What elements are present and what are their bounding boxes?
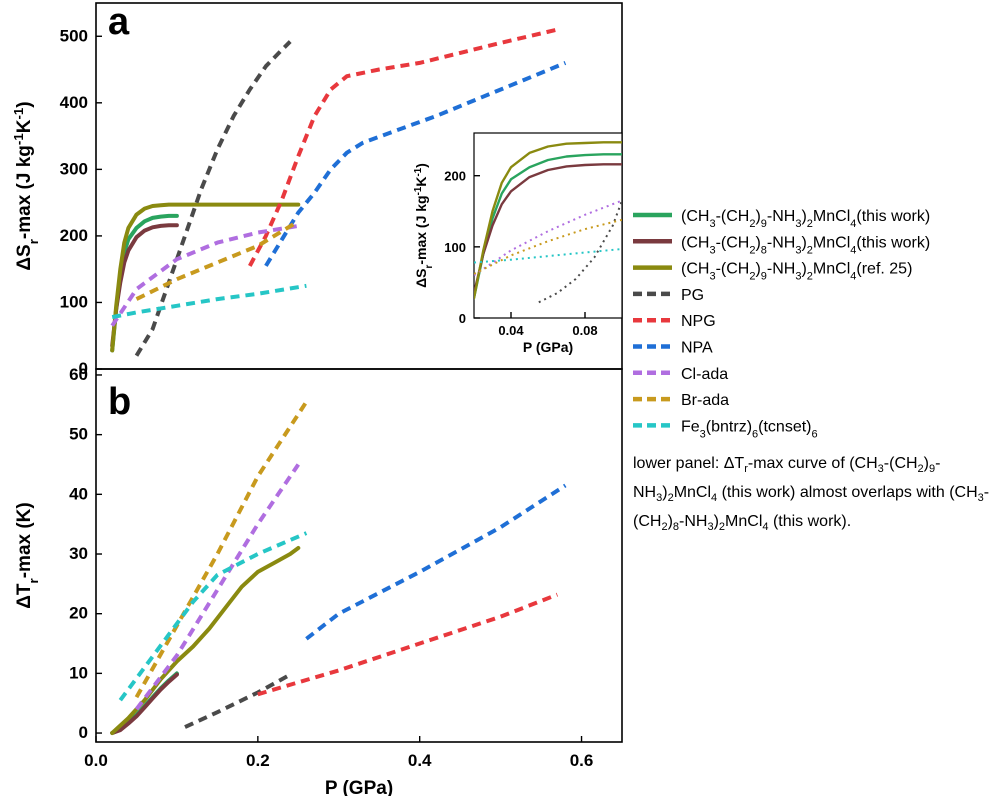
panel-b: 0 10 20 30 40 50 60 0.0 0.2 0.4 0.6 ΔTr-max (K) P (G…: [14, 365, 623, 796]
y-tick-label: 100: [60, 292, 88, 311]
legend-label: PG: [681, 287, 704, 304]
series-line-cl-ada: [110, 223, 299, 327]
y-tick-label: 30: [69, 544, 88, 563]
panel-label-a: a: [108, 1, 130, 43]
series-line-npg: [257, 592, 559, 697]
y-tick-label: 60: [69, 365, 88, 384]
series-line-ch3-ch2-8-nh3-2mncl4-this-work: [474, 163, 622, 295]
y-tick-label: 10: [69, 663, 88, 682]
series-line-fe3-bntrz-6-tcnset-6: [111, 283, 307, 320]
series-line-npa: [305, 483, 567, 641]
x-tick-label: 0.08: [572, 323, 597, 338]
series-line-ch3-ch2-9-nh3-2mncl4-ref-25: [110, 202, 301, 353]
y-tick-label: 400: [60, 93, 88, 112]
x-axis-label: P (GPa): [523, 339, 573, 355]
inset-panel: 0 100 200 0.04 0.08 ΔSr-max (J kg-1K-1) P (GPa…: [413, 132, 623, 355]
series-line-ch3-ch2-9-nh3-2mncl4-ref-25: [474, 141, 622, 300]
y-tick-label: 40: [69, 484, 88, 503]
x-tick-label: 0.2: [246, 751, 270, 770]
x-tick-label: 0.6: [570, 751, 594, 770]
plot-frame: [95, 368, 623, 743]
y-axis-label: ΔTr-max (K): [14, 502, 41, 608]
y-axis-label: ΔSr-max (J kg-1K-1): [11, 101, 41, 270]
y-tick-label: 200: [60, 226, 88, 245]
series-line-ch3-ch2-9-nh3-2mncl4-this-work: [474, 153, 622, 300]
series-line-br-ada: [474, 218, 622, 275]
series-line-cl-ada: [474, 199, 622, 277]
y-tick-label: 0: [79, 723, 88, 742]
legend: (CH3-(CH2)9-NH3)2MnCl4(this work) (CH3-(C…: [633, 208, 930, 440]
y-axis-label: ΔSr-max (J kg-1K-1): [413, 163, 435, 288]
y-tick-label: 50: [69, 425, 88, 444]
series-line-cl-ada: [134, 463, 300, 711]
series-line-br-ada: [135, 219, 300, 301]
x-tick-label: 0.0: [84, 751, 108, 770]
series-line-ch3-ch2-8-nh3-2mncl4-this-work: [110, 672, 179, 735]
y-tick-label: 200: [444, 169, 466, 184]
series-line-npa: [264, 61, 567, 267]
x-tick-label: 0.04: [498, 323, 524, 338]
y-tick-label: 500: [60, 26, 88, 45]
y-tick-label: 0: [459, 311, 466, 326]
y-tick-label: 100: [444, 240, 466, 255]
series-line-pg: [184, 672, 292, 729]
series-line-fe3-bntrz-6-tcnset-6: [474, 248, 622, 264]
legend-label: NPA: [681, 340, 713, 357]
legend-label: Br-ada: [681, 392, 729, 409]
legend-label: Cl-ada: [681, 366, 728, 383]
legend-label: (CH3-(CH2)8-NH3)2MnCl4(this work): [681, 234, 930, 256]
series-line-pg: [134, 40, 292, 357]
series-line-ch3-ch2-9-nh3-2mncl4-ref-25: [110, 546, 301, 735]
legend-label: NPG: [681, 313, 716, 330]
y-tick-label: 300: [60, 159, 88, 178]
x-axis-label: P (GPa): [325, 778, 393, 796]
y-tick-label: 0: [79, 359, 88, 378]
legend-label: (CH3-(CH2)9-NH3)2MnCl4(this work): [681, 208, 930, 230]
legend-label: Fe3(bntrz)6(tcnset)6: [681, 418, 818, 440]
series-line-br-ada: [134, 400, 309, 699]
series-line-npg: [248, 27, 558, 267]
y-tick-label: 20: [69, 604, 88, 623]
x-tick-label: 0.4: [408, 751, 432, 770]
panel-a: 0 100 200 300 400 500 ΔSr-max (J kg-1K-1) a: [11, 1, 623, 378]
series-line-fe3-bntrz-6-tcnset-6: [118, 531, 308, 702]
panel-label-b: b: [108, 381, 131, 423]
legend-label: (CH3-(CH2)9-NH3)2MnCl4(ref. 25): [681, 261, 912, 283]
caption-note: lower panel: ΔTr-max curve of (CH3-(CH2)…: [633, 455, 990, 534]
plot-frame: [473, 132, 623, 319]
